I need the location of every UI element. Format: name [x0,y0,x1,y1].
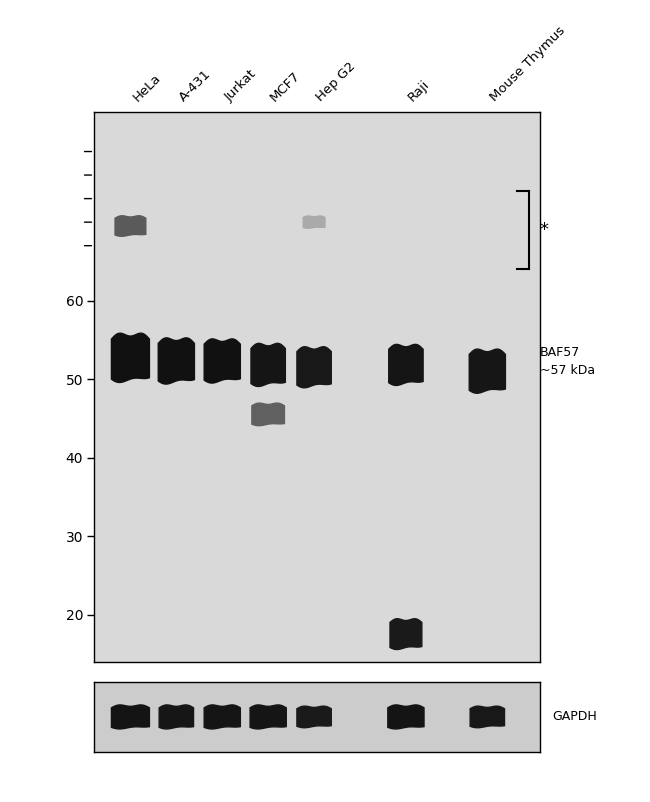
Text: GAPDH: GAPDH [552,711,597,723]
Polygon shape [111,705,150,729]
Polygon shape [250,705,286,729]
Polygon shape [115,216,146,237]
Polygon shape [111,333,150,383]
Polygon shape [252,403,285,426]
Polygon shape [297,346,332,388]
Polygon shape [204,705,240,729]
Text: BAF57
~57 kDa: BAF57 ~57 kDa [540,346,595,377]
Text: Hep G2: Hep G2 [314,60,358,104]
Polygon shape [297,706,332,727]
Polygon shape [390,618,422,650]
Text: HeLa: HeLa [131,71,163,104]
Polygon shape [470,706,504,727]
Polygon shape [251,343,285,387]
Polygon shape [389,344,423,386]
Text: Jurkat: Jurkat [222,68,259,104]
Text: Mouse Thymus: Mouse Thymus [488,24,567,104]
Text: Raji: Raji [406,78,432,104]
Text: MCF7: MCF7 [268,69,304,104]
Polygon shape [304,216,325,229]
Polygon shape [159,705,194,729]
Polygon shape [158,338,194,384]
Polygon shape [388,705,424,729]
Polygon shape [469,349,506,393]
Text: *: * [540,221,549,239]
Polygon shape [204,339,240,383]
Text: A-431: A-431 [176,67,213,104]
